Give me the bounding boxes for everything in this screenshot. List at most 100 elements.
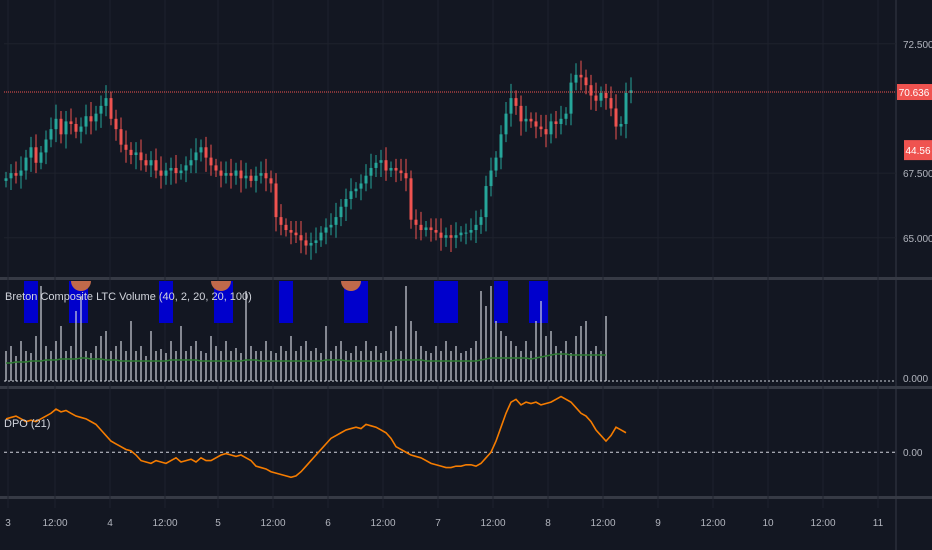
time-axis-label: 7 (435, 518, 441, 529)
candle-body (29, 147, 33, 158)
candle-body (114, 118, 118, 130)
candle-body (34, 147, 38, 163)
candle-body (494, 157, 498, 171)
candle-body (624, 92, 628, 124)
candle-body (464, 232, 468, 234)
candle-body (369, 167, 373, 176)
time-axis-label: 8 (545, 518, 551, 529)
volume-pane-title: Breton Composite LTC Volume (40, 2, 20, … (5, 291, 252, 303)
time-axis-label: 12:00 (700, 518, 725, 529)
candle-body (124, 144, 128, 150)
candle-body (349, 191, 353, 199)
time-axis-label: 12:00 (590, 518, 615, 529)
candle-body (479, 217, 483, 225)
candle-body (534, 121, 538, 127)
price-tick-label: 72.500 (903, 40, 932, 51)
candle-body (484, 186, 488, 218)
candle-body (514, 98, 518, 106)
candle-body (574, 74, 578, 83)
candle-body (594, 95, 598, 101)
time-axis-label: 5 (215, 518, 221, 529)
candle-body (609, 98, 613, 109)
candle-body (519, 105, 523, 122)
volume-signal-zone (214, 281, 233, 323)
candle-body (559, 118, 563, 124)
candle-body (429, 227, 433, 231)
candle-body (449, 235, 453, 238)
secondary-price-label: 44.56 (905, 146, 930, 157)
candle-body (169, 167, 173, 171)
candle-body (389, 167, 393, 171)
candle-body (419, 224, 423, 231)
volume-pane[interactable] (4, 281, 896, 382)
candle-body (24, 157, 28, 171)
candle-body (404, 173, 408, 179)
candle-body (399, 170, 403, 174)
candle-body (129, 149, 133, 156)
volume-signal-zone (69, 281, 88, 323)
candle-body (84, 116, 88, 127)
candle-body (364, 175, 368, 184)
candle-body (249, 175, 253, 181)
candle-body (14, 173, 18, 176)
candle-body (89, 116, 93, 122)
candle-body (279, 217, 283, 225)
candle-body (569, 82, 573, 114)
volume-signal-zone (494, 281, 508, 323)
candle-body (214, 165, 218, 171)
volume-signal-zone (24, 281, 38, 323)
candle-body (229, 173, 233, 176)
time-axis-label: 4 (107, 518, 113, 529)
pane-separator-2 (0, 386, 932, 389)
candle-body (164, 170, 168, 176)
candle-body (509, 98, 513, 114)
time-axis-label: 9 (655, 518, 661, 529)
dpo-line (5, 395, 627, 479)
candle-body (384, 160, 388, 171)
dpo-pane-title: DPO (21) (4, 418, 50, 430)
candle-body (199, 147, 203, 153)
time-axis-label: 10 (762, 518, 774, 529)
candle-body (414, 219, 418, 225)
volume-signal-zone (279, 281, 293, 323)
candle-body (204, 147, 208, 158)
candle-body (439, 232, 443, 238)
candle-body (309, 242, 313, 246)
candle-body (589, 85, 593, 96)
candle-body (334, 217, 338, 225)
candle-body (344, 198, 348, 207)
time-axis-label: 12:00 (152, 518, 177, 529)
candle-body (459, 232, 463, 236)
candle-body (94, 113, 98, 122)
volume-signal-zone (159, 281, 173, 323)
candle-body (134, 152, 138, 156)
candle-body (79, 126, 83, 132)
secondary-price-tag (904, 140, 932, 161)
candle-body (9, 173, 13, 179)
candle-body (524, 118, 528, 122)
time-axis-label: 12:00 (370, 518, 395, 529)
candle-body (504, 113, 508, 135)
candle-body (444, 235, 448, 238)
candle-body (104, 98, 108, 106)
volume-zero-label: 0.000 (903, 374, 928, 385)
candle-body (329, 224, 333, 228)
price-pane[interactable] (4, 60, 896, 260)
candle-body (434, 230, 438, 233)
time-axis-label: 12:00 (42, 518, 67, 529)
dpo-pane[interactable] (4, 395, 896, 479)
candle-body (219, 170, 223, 176)
dpo-zero-label: 0.00 (903, 448, 923, 459)
candle-body (499, 134, 503, 158)
candle-body (359, 183, 363, 189)
candle-body (44, 139, 48, 153)
candle-body (489, 170, 493, 187)
candle-body (264, 173, 268, 179)
candle-body (39, 152, 43, 163)
candle-body (139, 152, 143, 161)
volume-spike-marker (341, 281, 361, 291)
candle-body (539, 126, 543, 130)
candle-body (299, 235, 303, 241)
